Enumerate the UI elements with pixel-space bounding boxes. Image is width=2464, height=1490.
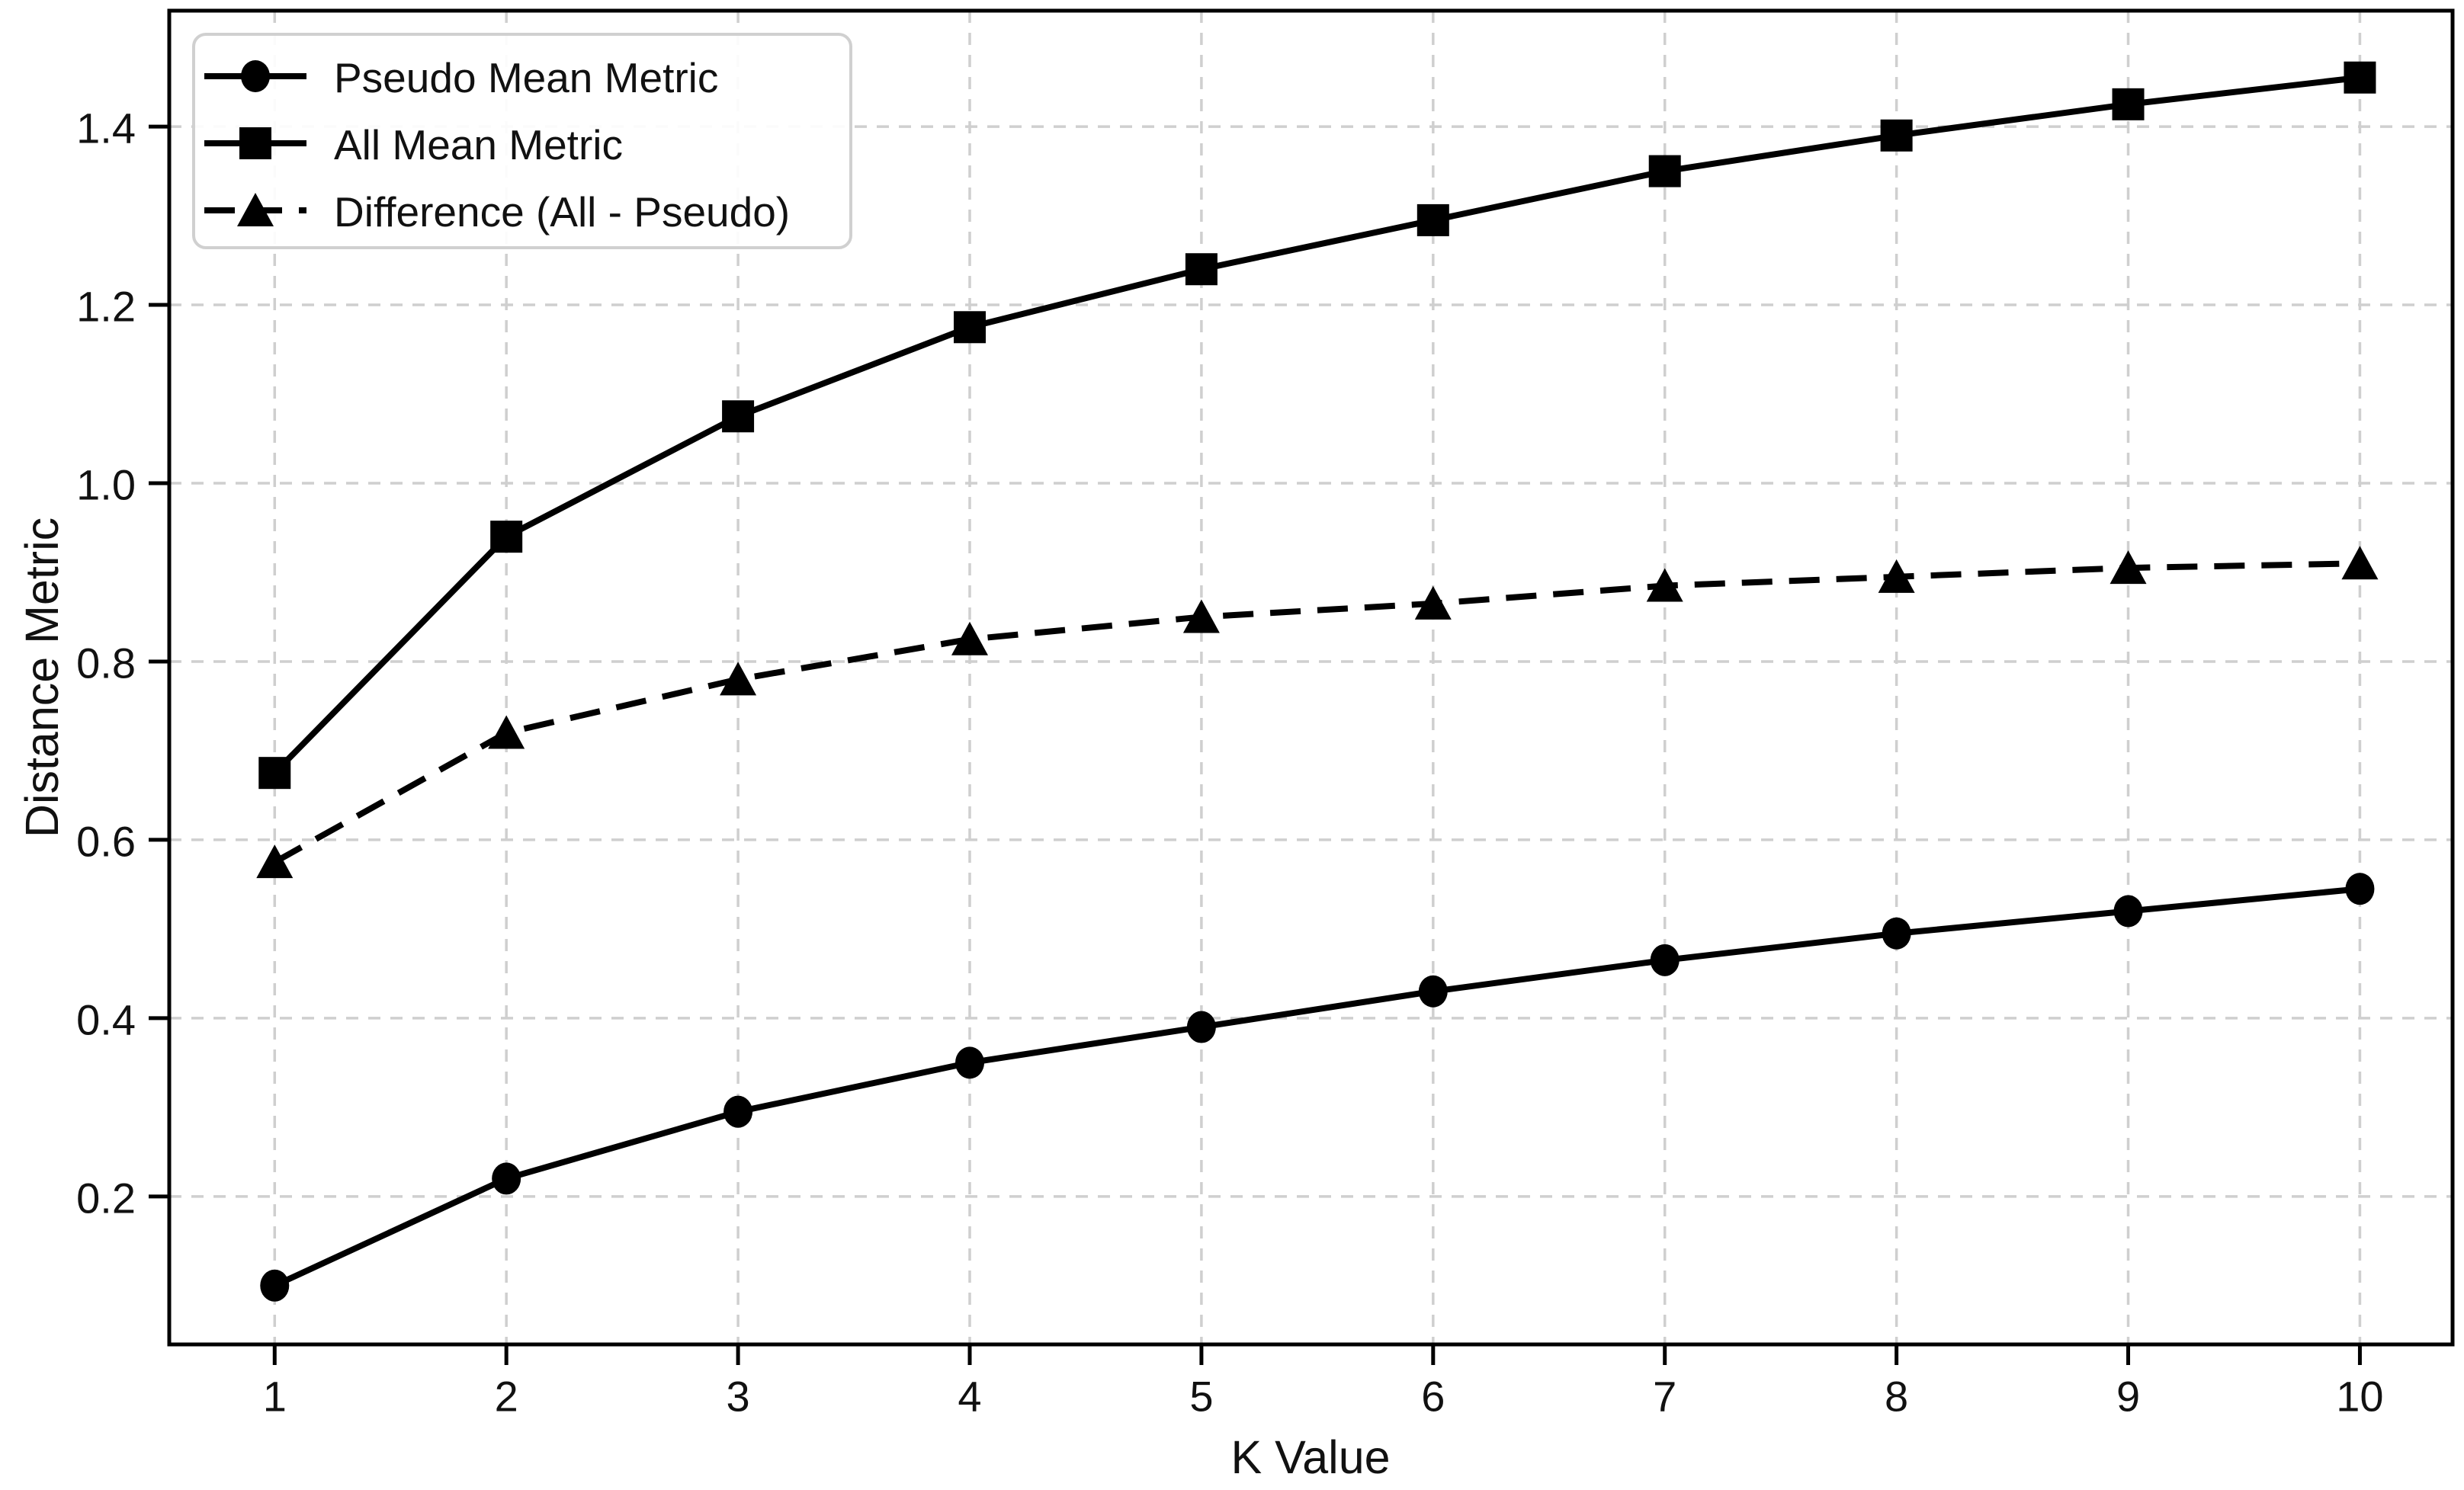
y-tick-label: 0.2 xyxy=(76,1174,136,1222)
square-icon xyxy=(239,127,271,159)
series-difference-all-pseudo xyxy=(256,546,2379,879)
legend-label: All Mean Metric xyxy=(334,121,623,168)
y-axis-label: Distance Metric xyxy=(16,517,68,838)
triangle-up-marker xyxy=(951,621,988,655)
circle-marker xyxy=(1186,1011,1216,1043)
series-all-mean-metric xyxy=(258,61,2376,790)
square-marker xyxy=(953,311,986,344)
legend-label: Pseudo Mean Metric xyxy=(334,54,718,101)
x-tick-label: 2 xyxy=(495,1373,518,1421)
series-line-difference-all-pseudo xyxy=(273,560,2360,865)
legend-item-difference-all-pseudo: Difference (All - Pseudo) xyxy=(204,188,790,236)
x-tick-label: 4 xyxy=(958,1373,981,1421)
circle-marker xyxy=(1418,975,1448,1008)
x-axis-label: K Value xyxy=(1230,1431,1390,1483)
square-marker xyxy=(258,757,291,790)
square-marker xyxy=(1416,203,1449,236)
circle-marker xyxy=(1650,944,1680,976)
legend: Pseudo Mean Metric All Mean Metric Differe… xyxy=(192,33,852,249)
circle-marker xyxy=(1882,917,1911,950)
x-tick-label: 9 xyxy=(2116,1373,2140,1421)
circle-marker xyxy=(723,1095,753,1128)
circle-marker xyxy=(2345,873,2375,905)
triangle-up-marker xyxy=(2341,546,2379,580)
series-layer xyxy=(256,61,2379,1302)
square-marker xyxy=(1880,119,1913,152)
square-marker xyxy=(490,521,523,553)
triangle-up-icon xyxy=(237,193,274,226)
axes-layer: 1 2 3 4 5 6 7 8 9 10 0.2 0.4 0.6 0.8 1.0 1.2 1.4 xyxy=(76,8,2455,1421)
triangle-up-marker xyxy=(488,715,525,749)
plot-border xyxy=(167,8,2455,1347)
square-marker xyxy=(2112,88,2145,120)
circle-icon xyxy=(241,60,270,92)
triangle-up-marker xyxy=(256,844,294,879)
y-tick-label: 0.8 xyxy=(76,639,136,687)
x-tick-label: 7 xyxy=(1653,1373,1676,1421)
x-tick-label: 8 xyxy=(1885,1373,1908,1421)
y-tick-label: 1.2 xyxy=(76,283,136,331)
triangle-up-marker xyxy=(1878,559,1915,593)
x-tick-label: 10 xyxy=(2336,1373,2383,1421)
y-tick-label: 1.0 xyxy=(76,460,136,508)
square-marker xyxy=(1648,155,1681,187)
legend-box xyxy=(192,33,852,249)
x-tick-label: 5 xyxy=(1189,1373,1213,1421)
x-tick-label: 6 xyxy=(1421,1373,1445,1421)
triangle-up-marker xyxy=(1182,599,1220,633)
y-tick-label: 1.4 xyxy=(76,104,136,152)
circle-marker xyxy=(260,1269,290,1302)
x-tick-label: 1 xyxy=(263,1373,287,1421)
circle-marker xyxy=(2113,895,2143,928)
series-line-all-mean-metric xyxy=(272,74,2360,775)
legend-item-all-mean-metric: All Mean Metric xyxy=(204,121,623,168)
series-line-pseudo-mean-metric xyxy=(273,886,2360,1289)
triangle-up-marker xyxy=(1646,568,1683,602)
legend-label: Difference (All - Pseudo) xyxy=(334,188,790,236)
square-marker xyxy=(1185,253,1218,286)
square-marker xyxy=(722,400,755,433)
triangle-up-marker xyxy=(720,662,757,696)
legend-item-pseudo-mean-metric: Pseudo Mean Metric xyxy=(204,54,718,101)
y-tick-label: 0.4 xyxy=(76,995,136,1043)
series-pseudo-mean-metric xyxy=(260,873,2375,1302)
x-tick-label: 3 xyxy=(727,1373,750,1421)
circle-marker xyxy=(954,1046,984,1079)
y-tick-label: 0.6 xyxy=(76,817,136,865)
triangle-up-marker xyxy=(1414,585,1452,620)
circle-marker xyxy=(492,1162,521,1195)
square-marker xyxy=(2344,61,2376,94)
triangle-up-marker xyxy=(2109,550,2147,585)
